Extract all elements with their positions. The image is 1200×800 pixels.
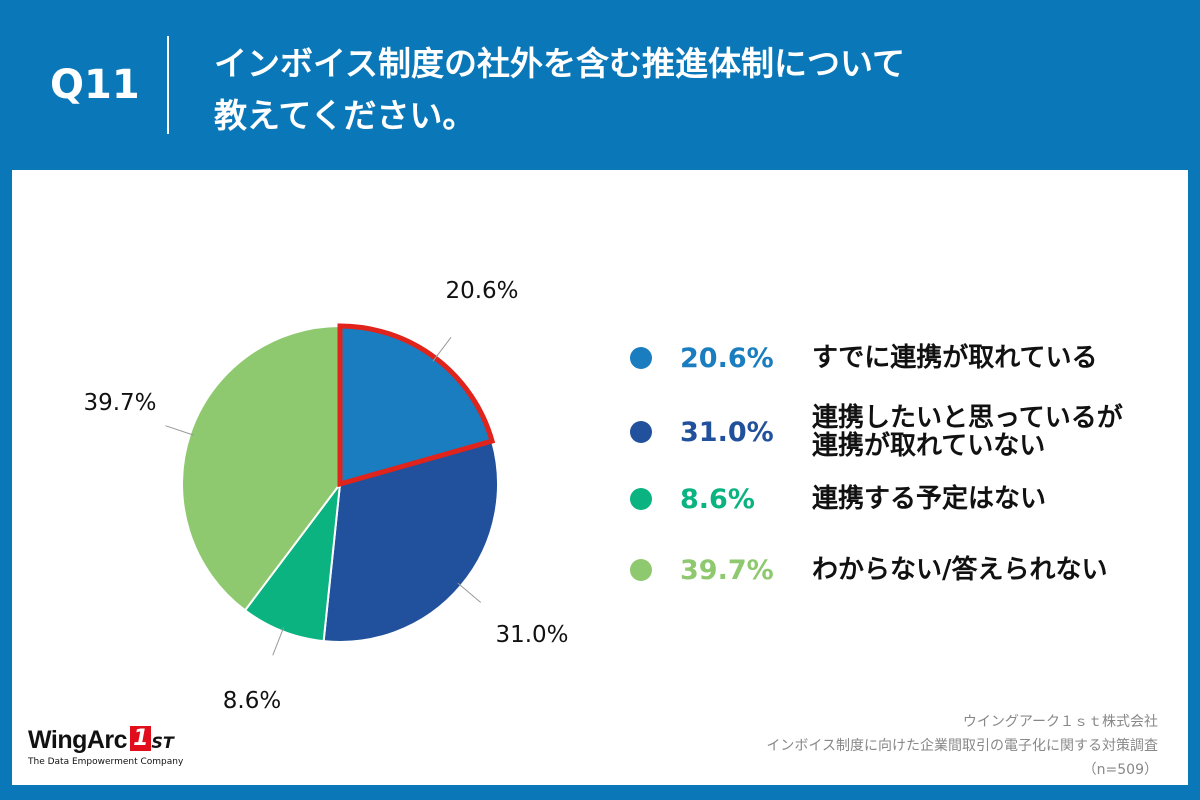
question-title-line1: インボイス制度の社外を含む推進体制について (214, 44, 906, 83)
legend-label-line1: 連携する予定はない (812, 484, 1047, 514)
header-bar: Q11 インボイス制度の社外を含む推進体制について 教えてください。 (0, 0, 1200, 170)
legend-label-line1: すでに連携が取れている (812, 343, 1098, 373)
logo-wordmark: WingArc (28, 726, 128, 754)
legend-dot (630, 488, 652, 510)
leader-line (432, 336, 452, 362)
legend-dot (630, 347, 652, 369)
legend-percent: 39.7% (680, 554, 774, 586)
legend-label: 連携したいと思っているが 連携が取れていない (812, 404, 1123, 460)
legend-dot (630, 421, 652, 443)
slice-value-label: 8.6% (223, 688, 281, 714)
pie-chart: 20.6% 31.0% 8.6% 39.7% (83, 278, 568, 714)
header-divider (167, 36, 169, 134)
pie-leader-lines (165, 336, 482, 656)
question-number: Q11 (50, 62, 140, 108)
legend-label-line1: 連携したいと思っているが (812, 403, 1123, 433)
legend-label-line2: 連携が取れていない (812, 431, 1046, 461)
question-title: インボイス制度の社外を含む推進体制について 教えてください。 (214, 38, 1114, 142)
source-sample-size: （n=509） (1082, 762, 1158, 778)
legend-label: わからない/答えられない (812, 556, 1108, 584)
company-logo: WingArc 1 ST The Data Empowerment Company (28, 726, 183, 767)
question-title-line2: 教えてください。 (214, 96, 476, 135)
legend-label: すでに連携が取れている (812, 344, 1097, 372)
legend-percent: 31.0% (680, 416, 774, 448)
slice-value-label: 31.0% (495, 622, 568, 648)
legend-label-line1: わからない/答えられない (812, 555, 1108, 585)
leader-line (165, 425, 195, 436)
leader-line (272, 627, 285, 656)
logo-tagline: The Data Empowerment Company (28, 757, 184, 767)
source-note: ウイングアーク１ｓｔ株式会社 インボイス制度に向けた企業間取引の電子化に関する対… (766, 710, 1158, 782)
slice-value-label: 20.6% (445, 278, 518, 304)
logo-mark: 1 (130, 726, 152, 751)
legend-percent: 8.6% (680, 483, 755, 515)
logo-suffix: ST (151, 733, 174, 752)
pie-slices (181, 323, 499, 643)
legend-percent: 20.6% (680, 342, 774, 374)
pie-value-labels: 20.6% 31.0% 8.6% 39.7% (83, 278, 568, 714)
legend-dot (630, 559, 652, 581)
source-company: ウイングアーク１ｓｔ株式会社 (962, 714, 1158, 730)
slice-value-label: 39.7% (83, 390, 156, 416)
leader-line (457, 582, 482, 603)
chart-panel: 20.6% 31.0% 8.6% 39.7% 20.6% すでに連携が取れている 31… (12, 170, 1188, 785)
legend-label: 連携する予定はない (812, 485, 1046, 513)
source-survey: インボイス制度に向けた企業間取引の電子化に関する対策調査 (766, 738, 1158, 754)
